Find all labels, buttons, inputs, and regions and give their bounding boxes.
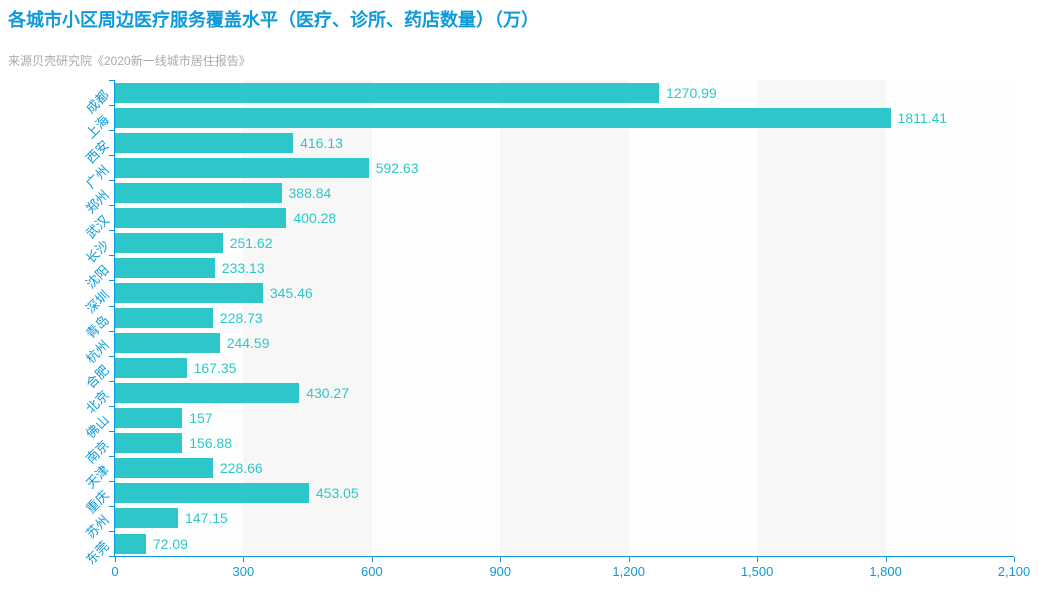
bar[interactable] bbox=[115, 358, 187, 379]
x-axis-tick bbox=[371, 557, 373, 562]
bar-value-label: 251.62 bbox=[229, 234, 273, 251]
y-axis-tick bbox=[109, 405, 115, 407]
x-axis-tick-label: 2,100 bbox=[997, 564, 1031, 579]
bar-value-label: 416.13 bbox=[300, 134, 343, 151]
bar-value-label: 1811.41 bbox=[897, 109, 948, 126]
y-axis-tick bbox=[109, 530, 115, 532]
bar[interactable] bbox=[115, 132, 294, 153]
axis-split-band bbox=[885, 80, 1014, 556]
y-axis-tick bbox=[109, 230, 115, 232]
y-axis-tick bbox=[109, 255, 115, 257]
axis-split-band bbox=[628, 80, 758, 556]
plot-area: 1270.99 1811.41 416.13 592.63 388.84 400.28 25… bbox=[115, 80, 1014, 556]
y-axis-tick bbox=[109, 505, 115, 507]
bar[interactable] bbox=[115, 182, 282, 203]
y-axis-tick bbox=[109, 480, 115, 482]
y-axis-tick bbox=[109, 180, 115, 182]
x-axis-tick-label: 1,200 bbox=[612, 564, 645, 579]
bar-value-label: 345.46 bbox=[269, 284, 313, 301]
x-axis-line bbox=[114, 556, 1014, 557]
bar[interactable] bbox=[115, 533, 146, 554]
x-axis-tick bbox=[500, 557, 502, 562]
y-axis-tick bbox=[109, 205, 115, 207]
y-axis-tick bbox=[109, 330, 115, 332]
x-axis-tick bbox=[115, 557, 116, 562]
bar[interactable] bbox=[115, 107, 891, 128]
bar-value-label: 167.35 bbox=[193, 360, 237, 377]
bar-value-label: 1270.99 bbox=[666, 84, 717, 101]
y-axis-tick bbox=[109, 430, 115, 432]
x-axis-tick-label: 0 bbox=[111, 564, 119, 579]
bar[interactable] bbox=[115, 282, 263, 303]
bar[interactable] bbox=[115, 458, 213, 479]
y-axis-tick bbox=[109, 305, 115, 307]
x-axis-tick-label: 1,800 bbox=[869, 564, 902, 579]
y-axis-tick bbox=[109, 455, 115, 457]
x-axis-tick bbox=[243, 557, 245, 562]
bar-value-label: 592.63 bbox=[375, 159, 419, 176]
bar[interactable] bbox=[115, 207, 287, 228]
bar-value-label: 453.05 bbox=[315, 485, 359, 502]
y-axis-tick bbox=[109, 155, 115, 157]
x-axis-tick bbox=[757, 557, 759, 562]
bar[interactable] bbox=[115, 232, 223, 253]
chart-title: 各城市小区周边医疗服务覆盖水平（医疗、诊所、药店数量）（万） bbox=[8, 10, 539, 30]
bar-value-label: 228.66 bbox=[219, 460, 263, 477]
bar-value-label: 400.28 bbox=[293, 209, 337, 226]
bar[interactable] bbox=[115, 82, 660, 103]
x-axis-tick-label: 900 bbox=[489, 564, 512, 579]
y-axis-tick bbox=[109, 130, 115, 132]
x-axis-tick-label: 300 bbox=[232, 564, 255, 579]
y-axis-tick bbox=[109, 80, 115, 81]
chart-subtitle: 来源贝壳研究院《2020新一线城市居住报告》 bbox=[8, 54, 251, 68]
bar-value-label: 228.73 bbox=[219, 310, 263, 326]
y-axis-line bbox=[114, 80, 115, 557]
bar-value-label: 147.15 bbox=[185, 510, 228, 527]
bar-value-label: 72.09 bbox=[152, 535, 188, 552]
bar[interactable] bbox=[115, 433, 183, 454]
x-axis-tick-label: 1,500 bbox=[740, 564, 774, 579]
y-axis-tick bbox=[109, 280, 115, 282]
y-axis-tick bbox=[109, 380, 115, 382]
x-axis-tick-label: 600 bbox=[361, 564, 383, 579]
bar-value-label: 233.13 bbox=[221, 259, 265, 276]
axis-split-band bbox=[500, 80, 629, 556]
x-axis-tick bbox=[885, 557, 887, 562]
bar-value-label: 157 bbox=[189, 410, 213, 427]
bar[interactable] bbox=[115, 508, 178, 529]
axis-split-band bbox=[757, 80, 886, 556]
bar[interactable] bbox=[115, 333, 220, 354]
bar[interactable] bbox=[115, 408, 183, 429]
x-axis-tick bbox=[1014, 557, 1015, 562]
bar-value-label: 388.84 bbox=[288, 184, 332, 201]
x-axis-tick bbox=[628, 557, 630, 562]
axis-split-band bbox=[371, 80, 501, 556]
bar[interactable] bbox=[115, 483, 309, 504]
y-axis-tick bbox=[109, 105, 115, 107]
y-axis-tick bbox=[109, 556, 115, 557]
bar[interactable] bbox=[115, 308, 213, 328]
bar-value-label: 244.59 bbox=[226, 335, 270, 352]
bar-value-label: 430.27 bbox=[306, 385, 350, 402]
bar[interactable] bbox=[115, 157, 369, 178]
bar[interactable] bbox=[115, 257, 215, 278]
bar-value-label: 156.88 bbox=[189, 435, 233, 452]
y-axis-tick bbox=[109, 355, 115, 357]
bar[interactable] bbox=[115, 383, 300, 404]
